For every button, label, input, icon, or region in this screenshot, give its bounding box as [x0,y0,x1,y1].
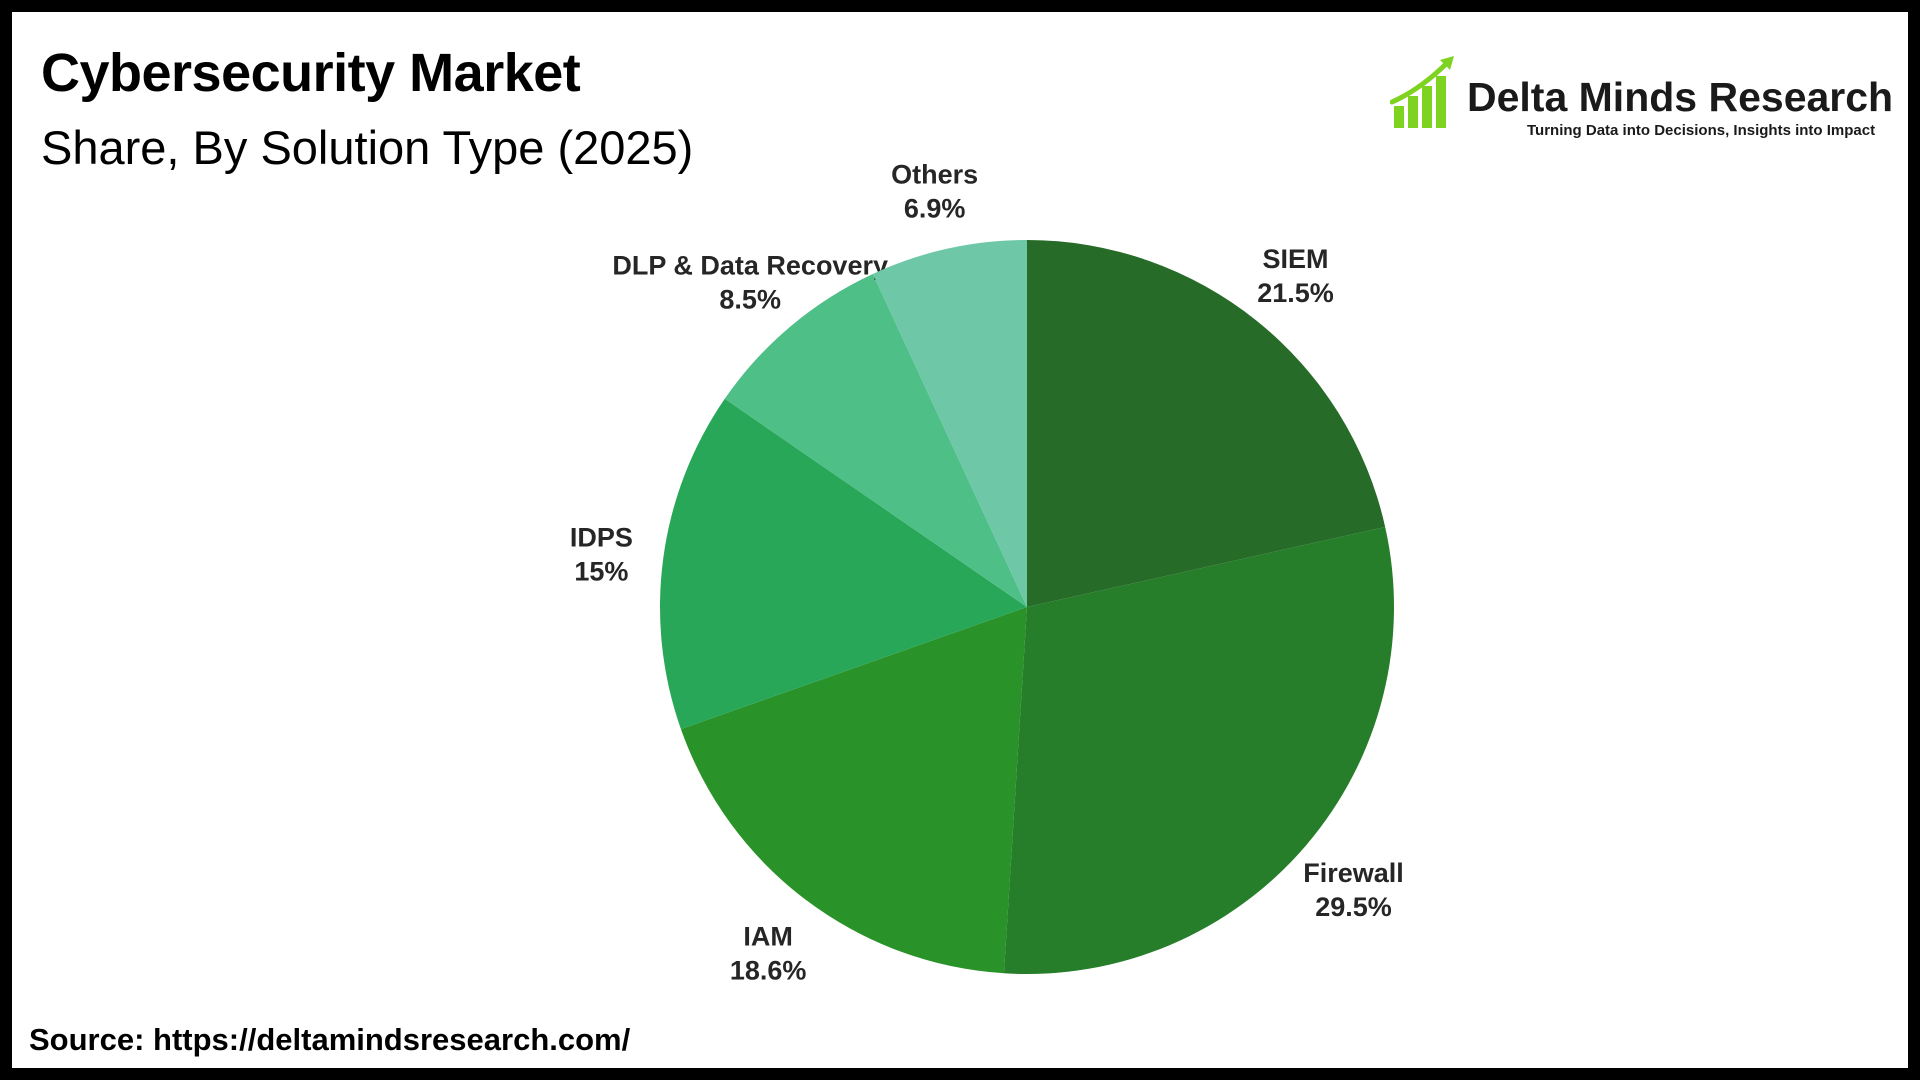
slice-value-iam: 18.6% [730,956,807,986]
chart-subtitle: Share, By Solution Type (2025) [41,121,694,174]
pie-slice-idps [660,398,1027,730]
pie-slice-iam [680,607,1027,974]
pie-slice-others [872,240,1027,607]
source-note: Source: https://deltamindsresearch.com/ [29,1022,631,1057]
logo-tagline: Turning Data into Decisions, Insights in… [1527,122,1876,139]
slice-label-firewall: Firewall [1303,858,1404,888]
slice-value-idps: 15% [574,557,628,587]
bar-chart-growth-icon [1390,56,1454,128]
slice-value-firewall: 29.5% [1315,892,1392,922]
logo-name: Delta Minds Research [1467,74,1894,120]
pie-slice-siem [1027,240,1386,607]
slice-label-dlp-data-recovery: DLP & Data Recovery [612,251,888,281]
slice-value-others: 6.9% [904,194,966,224]
slice-label-others: Others [891,160,978,190]
logo: Delta Minds Research Turning Data into D… [1390,54,1910,144]
slice-label-idps: IDPS [570,523,633,553]
slice-label-iam: IAM [743,922,793,952]
slice-value-siem: 21.5% [1257,278,1334,308]
pie-slice-dlp-data-recovery [724,273,1027,607]
slice-label-siem: SIEM [1262,244,1328,274]
chart-title: Cybersecurity Market [41,43,581,103]
slice-value-dlp-data-recovery: 8.5% [719,285,781,315]
pie-slice-firewall [1003,526,1394,974]
